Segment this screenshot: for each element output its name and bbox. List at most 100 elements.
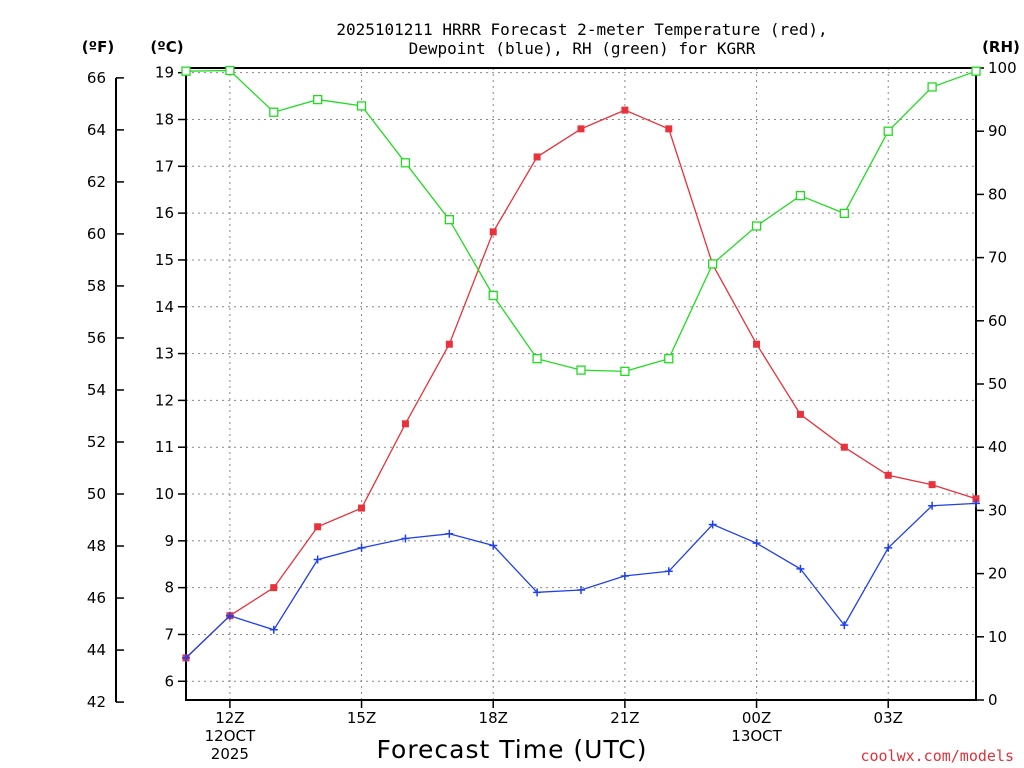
- rh-tick-label: 60: [988, 312, 1007, 330]
- dewpoint-point: [840, 621, 849, 630]
- x-tick-label: 2025: [211, 745, 249, 763]
- x-tick-label: 18Z: [479, 709, 508, 727]
- rh-tick-label: 50: [988, 375, 1007, 393]
- plot-frame: [185, 67, 977, 701]
- fahrenheit-tick-label: 42: [87, 693, 106, 711]
- x-tick-label: 15Z: [347, 709, 376, 727]
- fahrenheit-tick-label: 54: [87, 381, 106, 399]
- rh-tick-label: 90: [988, 122, 1007, 140]
- rh-point: [400, 158, 411, 168]
- dewpoint-point: [928, 501, 937, 510]
- dewpoint-point: [796, 564, 805, 573]
- fahrenheit-tick-label: 56: [87, 329, 106, 347]
- temperature-point: [358, 504, 366, 512]
- chart-axes: [115, 67, 984, 708]
- dewpoint-line: [185, 502, 977, 659]
- x-tick-label: 13OCT: [731, 727, 782, 745]
- temperature-point: [445, 340, 453, 348]
- rh-point: [488, 290, 498, 301]
- fahrenheit-tick-label: 48: [87, 537, 106, 555]
- rh-point: [620, 366, 630, 377]
- fahrenheit-tick-label: 66: [87, 69, 106, 87]
- rh-unit-label: (RH): [982, 38, 1020, 56]
- rh-tick-label: 20: [988, 565, 1007, 583]
- celsius-unit-label: (ºC): [150, 38, 183, 56]
- fahrenheit-tick-label: 46: [87, 589, 106, 607]
- celsius-tick-label: 10: [155, 485, 174, 503]
- rh-point: [664, 354, 674, 364]
- dewpoint-point: [401, 534, 410, 543]
- x-axis-label: Forecast Time (UTC): [377, 735, 648, 764]
- x-tick-label: 12OCT: [205, 727, 256, 745]
- fahrenheit-tick-label: 50: [87, 485, 106, 503]
- chart-title-line-1: 2025101211 HRRR Forecast 2-meter Tempera…: [336, 20, 827, 39]
- temperature-point: [796, 410, 804, 418]
- rh-tick-label: 80: [988, 185, 1007, 203]
- rh-point: [269, 107, 279, 117]
- dewpoint-point: [445, 529, 454, 538]
- x-tick-label: 00Z: [742, 709, 771, 727]
- rh-tick-label: 70: [988, 249, 1007, 267]
- temperature-point: [665, 125, 673, 133]
- x-tick-label: 12Z: [215, 709, 244, 727]
- temperature-point: [621, 106, 629, 114]
- celsius-tick-label: 7: [164, 625, 174, 643]
- fahrenheit-tick-label: 60: [87, 225, 106, 243]
- rh-point: [532, 354, 542, 364]
- celsius-tick-label: 8: [164, 579, 174, 597]
- dewpoint-point: [708, 520, 717, 529]
- celsius-tick-label: 12: [155, 391, 174, 409]
- temperature-line: [185, 109, 977, 659]
- rh-point: [225, 65, 235, 76]
- temperature-point: [533, 153, 541, 161]
- fahrenheit-unit-label: (ºF): [82, 38, 114, 56]
- rh-tick-label: 0: [988, 691, 998, 709]
- rh-point: [751, 221, 762, 231]
- fahrenheit-tick-label: 52: [87, 433, 106, 451]
- fahrenheit-tick-label: 44: [87, 641, 106, 659]
- rh-point: [181, 66, 191, 76]
- celsius-tick-label: 15: [155, 251, 174, 269]
- rh-point: [971, 66, 981, 76]
- celsius-tick-label: 11: [155, 438, 174, 456]
- celsius-tick-label: 14: [155, 298, 174, 316]
- series-temperature: [182, 106, 980, 662]
- rh-point: [444, 215, 454, 225]
- chart-tick-labels: 6 7 8 9 10 11 12 13 14 15 16 17 18 19 42 44 46 48 50 52 54 56…: [87, 59, 1017, 763]
- series-rh: [181, 65, 981, 377]
- rh-tick-label: 30: [988, 501, 1007, 519]
- dewpoint-point: [313, 555, 322, 564]
- dewpoint-point: [533, 588, 542, 597]
- temperature-point: [928, 481, 936, 489]
- temperature-point: [753, 340, 761, 348]
- chart-title-line-2: Dewpoint (blue), RH (green) for KGRR: [409, 39, 756, 58]
- series-dewpoint: [182, 499, 980, 662]
- rh-point: [795, 191, 806, 201]
- celsius-tick-label: 18: [155, 110, 174, 128]
- rh-point: [313, 94, 323, 105]
- dewpoint-point: [620, 571, 629, 580]
- temperature-point: [401, 420, 409, 428]
- temperature-point: [840, 443, 848, 451]
- rh-tick-label: 40: [988, 438, 1007, 456]
- temperature-point: [270, 584, 278, 592]
- dewpoint-point: [489, 541, 498, 550]
- temperature-point: [884, 471, 892, 479]
- fahrenheit-tick-label: 64: [87, 121, 106, 139]
- celsius-tick-label: 19: [155, 64, 174, 82]
- dewpoint-point: [357, 543, 366, 552]
- fahrenheit-tick-label: 58: [87, 277, 106, 295]
- x-tick-label: 21Z: [610, 709, 639, 727]
- dewpoint-point: [577, 585, 585, 594]
- dewpoint-point: [225, 611, 234, 620]
- rh-point: [927, 82, 937, 92]
- chart-series: [181, 65, 981, 662]
- celsius-tick-label: 16: [155, 204, 174, 222]
- celsius-tick-label: 17: [155, 157, 174, 175]
- rh-point: [708, 259, 718, 269]
- temperature-point: [577, 125, 585, 133]
- chart-grid: [186, 68, 976, 700]
- dewpoint-point: [664, 567, 673, 576]
- credit-text: coolwx.com/models: [860, 747, 1014, 765]
